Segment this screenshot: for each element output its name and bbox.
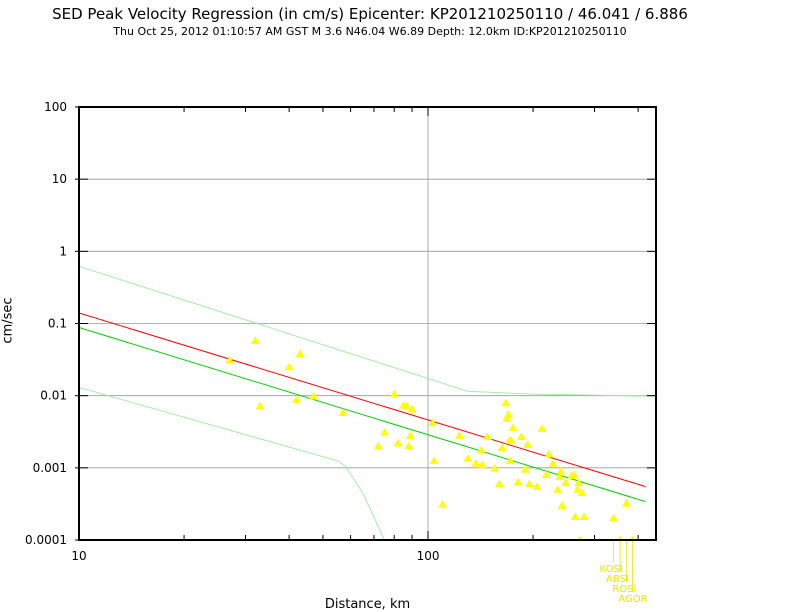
data-point	[255, 401, 265, 410]
data-point	[516, 432, 526, 440]
data-point	[497, 443, 507, 451]
data-point	[504, 409, 513, 418]
regression-line	[79, 312, 646, 488]
data-point	[574, 478, 584, 487]
data-point	[490, 463, 499, 472]
data-point	[292, 395, 301, 403]
data-point	[577, 488, 587, 497]
data-point	[463, 453, 473, 462]
data-point	[532, 482, 542, 490]
data-point	[428, 418, 437, 427]
station-label: ABSI	[606, 574, 629, 585]
data-point	[621, 499, 631, 507]
bound-line	[79, 386, 385, 540]
data-point	[295, 349, 305, 358]
data-point	[579, 512, 589, 520]
chart-title: SED Peak Velocity Regression (in cm/s) E…	[52, 5, 688, 23]
data-point	[250, 336, 260, 344]
data-point	[483, 432, 492, 440]
y-axis-label: cm/sec	[0, 297, 16, 344]
y-tick-label: 0.01	[40, 389, 67, 403]
data-point	[477, 460, 487, 469]
data-point	[555, 472, 564, 481]
data-point	[405, 431, 415, 439]
data-point	[569, 470, 579, 479]
fit-line	[79, 327, 646, 503]
data-point	[557, 501, 567, 509]
data-point	[541, 470, 551, 479]
data-point	[556, 466, 566, 475]
station-label: KOSI	[600, 564, 623, 575]
data-point	[609, 513, 618, 522]
bound-line	[79, 265, 656, 397]
data-point	[404, 441, 414, 450]
data-point	[309, 391, 319, 400]
data-point	[544, 449, 554, 458]
y-tick-label: 10	[52, 172, 67, 186]
data-point	[573, 485, 582, 493]
data-point	[438, 500, 447, 508]
data-point	[520, 464, 530, 473]
data-point	[338, 408, 348, 416]
data-point	[508, 423, 518, 431]
data-point	[506, 435, 516, 444]
station-label: AGOR	[618, 594, 647, 605]
data-point	[225, 355, 234, 364]
x-axis-label: Distance, km	[324, 597, 411, 612]
x-tick-label: 100	[417, 549, 440, 563]
y-tick-label: 1	[59, 244, 67, 258]
data-point	[476, 445, 486, 454]
data-point	[284, 362, 294, 371]
data-point	[523, 440, 533, 448]
data-point	[429, 456, 439, 465]
data-points	[225, 336, 635, 540]
data-point	[570, 512, 580, 520]
data-point	[454, 431, 464, 439]
y-tick-label: 0.001	[33, 461, 67, 475]
data-point	[389, 389, 399, 398]
data-point	[471, 458, 481, 467]
data-point	[373, 441, 383, 450]
data-point	[548, 458, 558, 467]
data-point	[513, 477, 523, 486]
chart-subtitle: Thu Oct 25, 2012 01:10:57 AM GST M 3.6 N…	[113, 25, 627, 38]
y-tick-label: 0.1	[48, 317, 67, 331]
data-point	[553, 485, 562, 493]
data-point	[502, 414, 512, 422]
axis-ticks: 10 100 0.0001 0.001 0.01 0.1 1 10 100	[25, 100, 656, 563]
y-tick-label: 100	[44, 100, 67, 114]
data-point	[402, 401, 412, 410]
data-point	[501, 398, 511, 407]
y-tick-label: 0.0001	[25, 533, 67, 547]
data-point	[524, 479, 534, 488]
data-point	[537, 424, 547, 432]
data-point	[393, 438, 403, 447]
data-point	[379, 427, 389, 436]
regression-lines	[79, 265, 656, 540]
x-tick-label: 10	[71, 549, 86, 563]
data-point	[407, 404, 417, 413]
data-point	[494, 479, 504, 488]
station-label: ROSI	[612, 584, 636, 595]
data-point	[505, 456, 515, 465]
data-point	[561, 478, 571, 487]
